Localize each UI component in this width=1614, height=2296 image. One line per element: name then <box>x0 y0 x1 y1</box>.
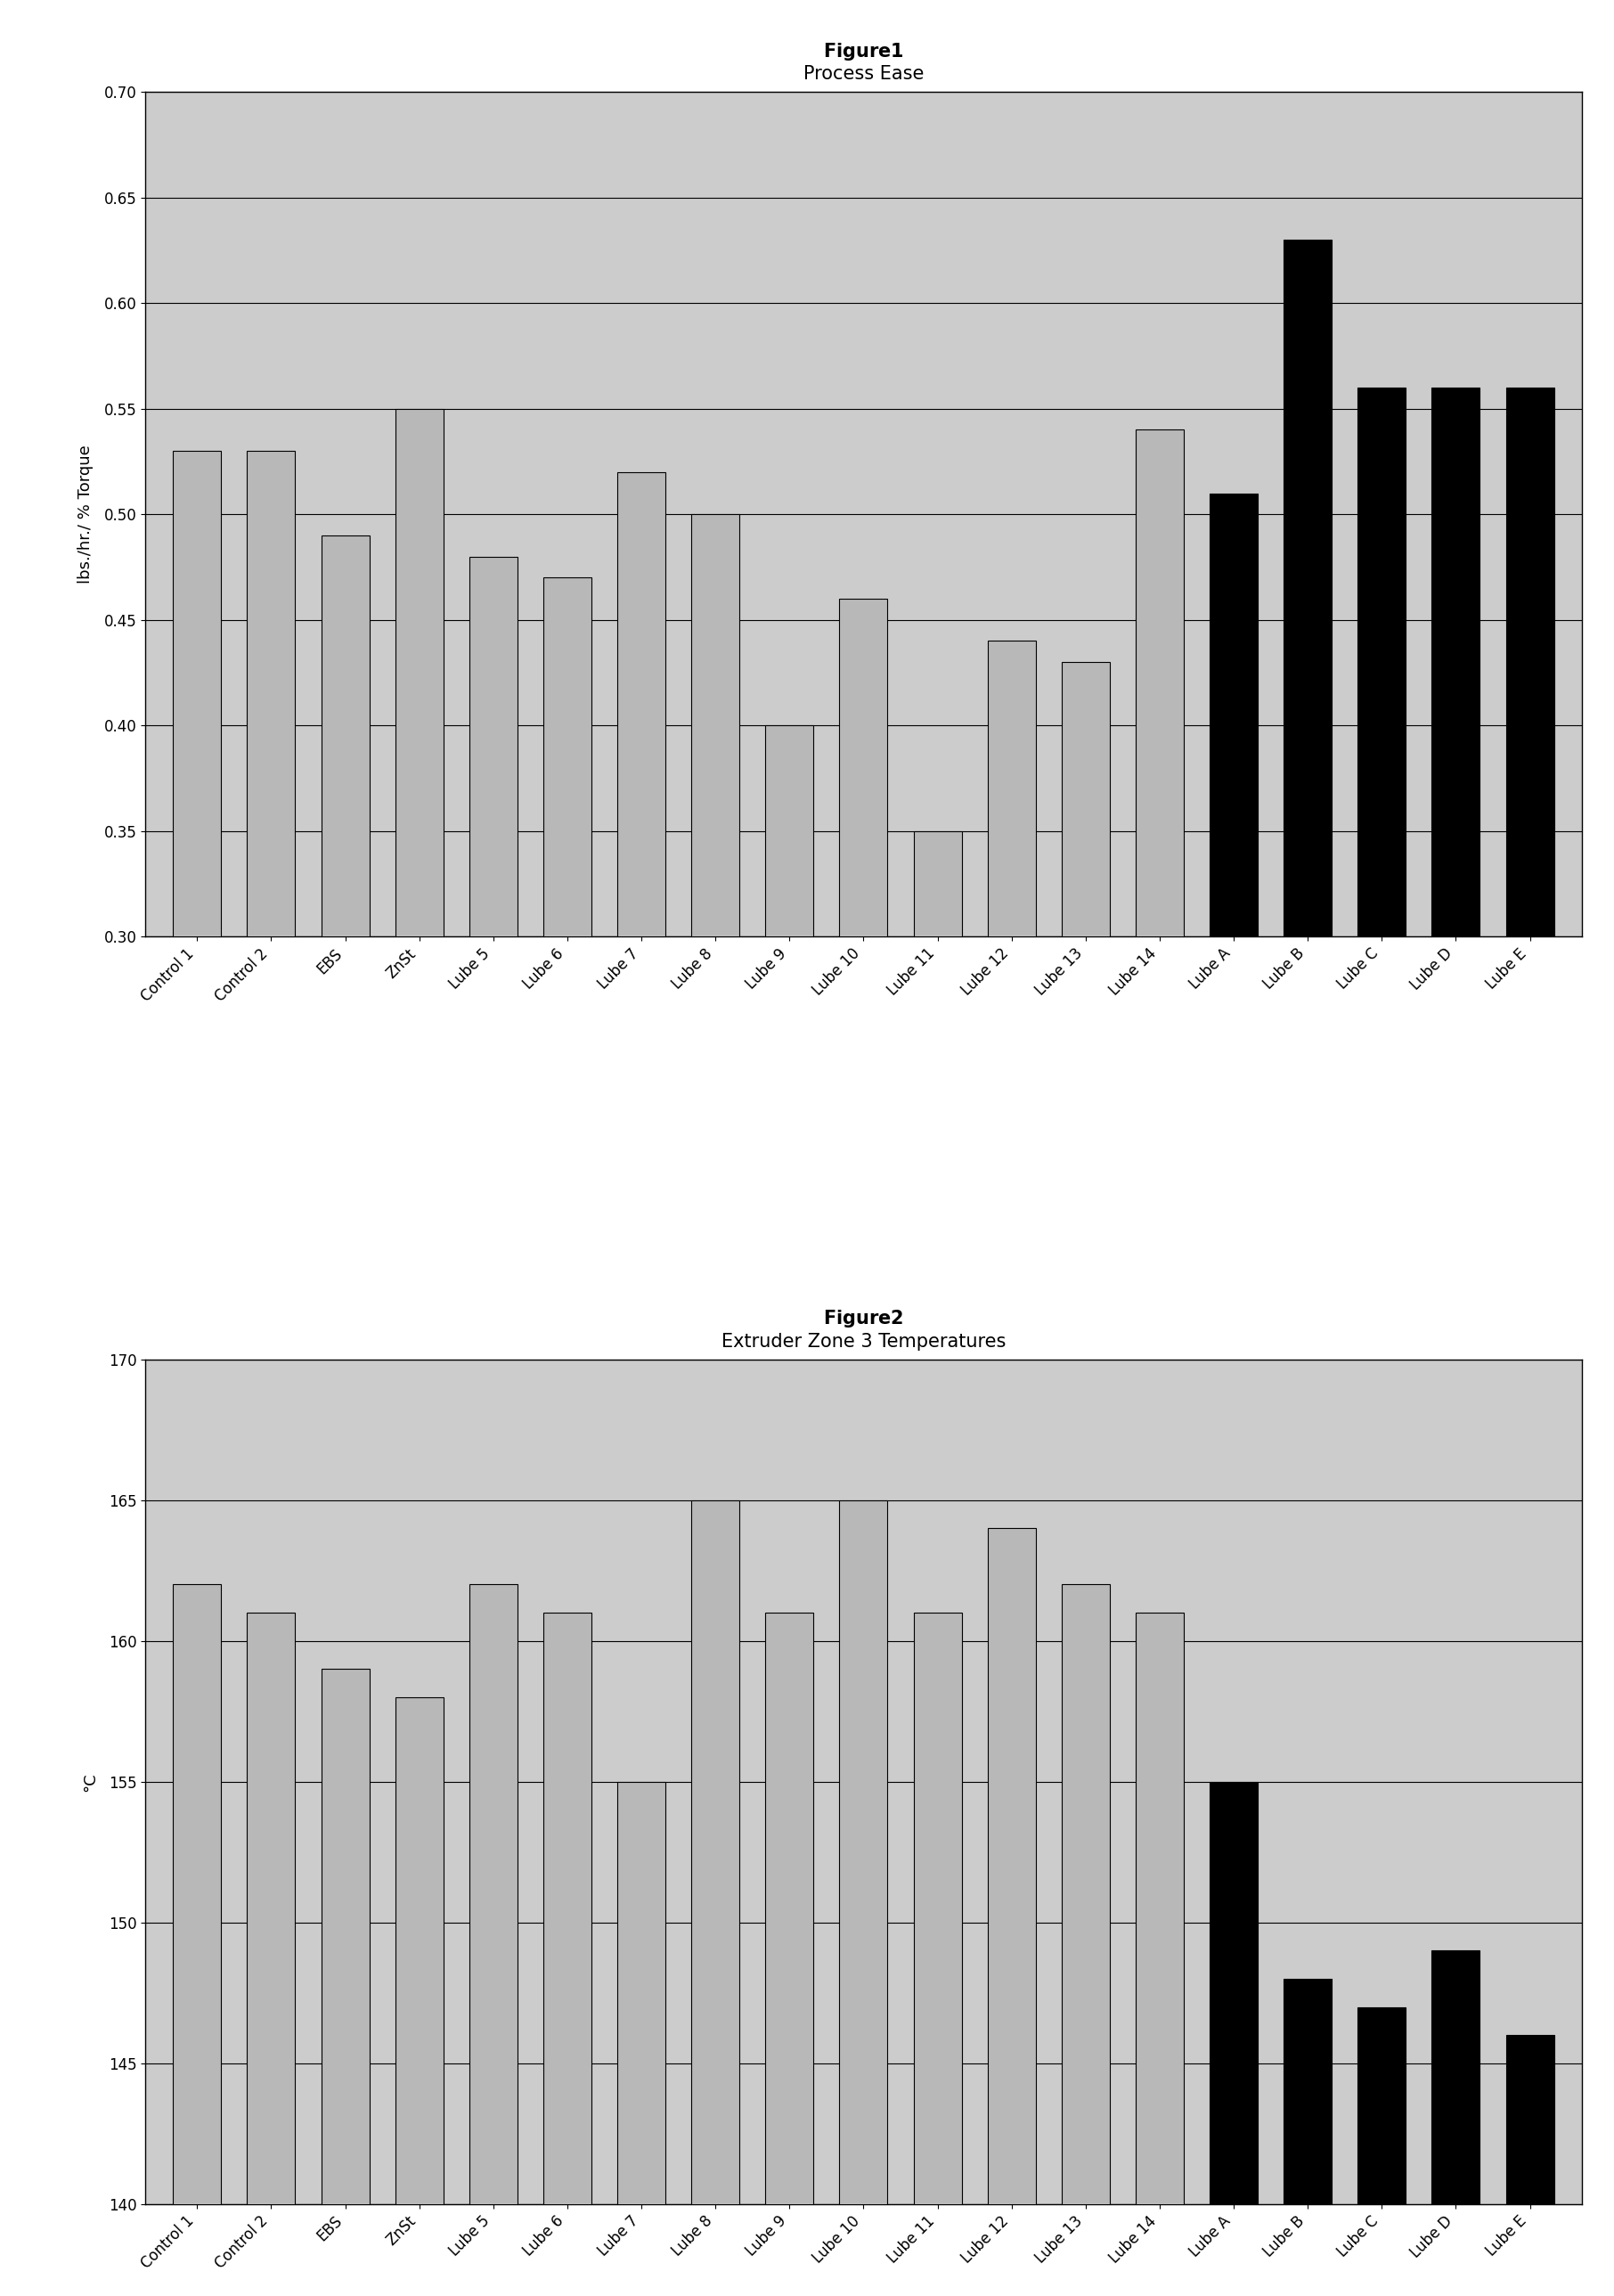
Y-axis label: lbs./hr./ % Torque: lbs./hr./ % Torque <box>77 445 94 583</box>
Bar <box>691 514 739 1570</box>
Bar <box>173 1584 221 2296</box>
Bar <box>1062 661 1110 1570</box>
Bar <box>1357 388 1406 1570</box>
Bar <box>839 1499 888 2296</box>
Bar <box>988 1529 1036 2296</box>
Title: $\bf{Figure 1}$
Process Ease: $\bf{Figure 1}$ Process Ease <box>804 41 923 83</box>
Title: $\bf{Figure 2}$
Extruder Zone 3 Temperatures: $\bf{Figure 2}$ Extruder Zone 3 Temperat… <box>721 1309 1006 1350</box>
Bar <box>914 1612 962 2296</box>
Bar <box>839 599 888 1570</box>
Bar <box>765 1612 813 2296</box>
Bar <box>1506 2034 1554 2296</box>
Bar <box>1209 494 1257 1570</box>
Bar <box>247 450 295 1570</box>
Bar <box>914 831 962 1570</box>
Bar <box>1506 388 1554 1570</box>
Bar <box>1136 1612 1183 2296</box>
Bar <box>617 473 665 1570</box>
Bar <box>691 1499 739 2296</box>
Bar <box>544 579 591 1570</box>
Bar <box>321 1669 370 2296</box>
Bar <box>1432 1952 1480 2296</box>
Bar <box>1283 239 1332 1570</box>
Bar <box>395 1697 444 2296</box>
Bar <box>988 641 1036 1570</box>
Bar <box>544 1612 591 2296</box>
Y-axis label: °C: °C <box>82 1773 98 1791</box>
Bar <box>1062 1584 1110 2296</box>
Bar <box>395 409 444 1570</box>
Bar <box>765 726 813 1570</box>
Bar <box>1209 1782 1257 2296</box>
Bar <box>321 535 370 1570</box>
Bar <box>470 556 518 1570</box>
Bar <box>470 1584 518 2296</box>
Bar <box>247 1612 295 2296</box>
Bar <box>1432 388 1480 1570</box>
Bar <box>1283 1979 1332 2296</box>
Bar <box>173 450 221 1570</box>
Bar <box>1357 2007 1406 2296</box>
Bar <box>1136 429 1183 1570</box>
Bar <box>617 1782 665 2296</box>
